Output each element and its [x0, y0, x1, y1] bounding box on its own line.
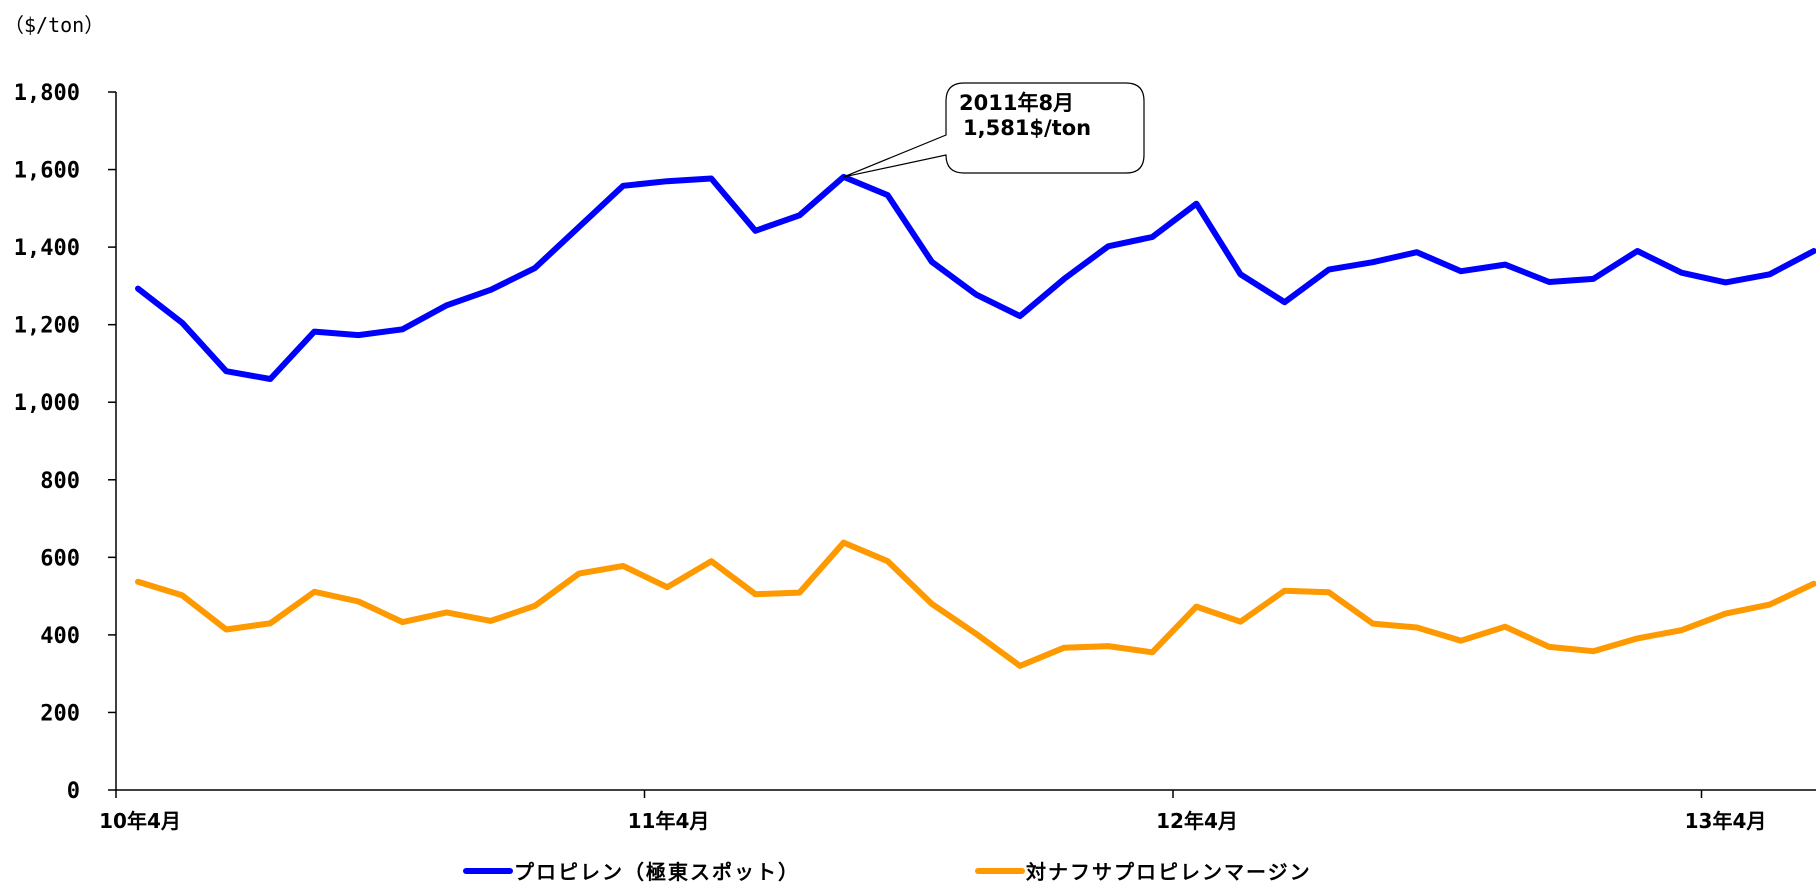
annotation-callout: 2011年8月 1,581$/ton — [843, 82, 1145, 178]
callout-balloon — [843, 82, 1145, 178]
y-tick-label: 1,800 — [14, 81, 80, 106]
y-tick-label: 200 — [40, 701, 80, 726]
callout-line-1: 2011年8月 — [959, 91, 1074, 115]
y-tick-label: 1,400 — [14, 236, 80, 261]
y-tick-label: 0 — [67, 779, 80, 804]
y-tick-label: 1,000 — [14, 391, 80, 416]
y-axis-ticks: 0 200 400 600 800 1,000 1,200 1,400 1,600 1,800 — [14, 81, 116, 804]
x-tick-label: 12年4月 — [1156, 809, 1238, 833]
y-tick-label: 1,200 — [14, 314, 80, 339]
y-tick-label: 1,600 — [14, 159, 80, 184]
legend-label-propylene: プロピレン（極東スポット） — [514, 860, 800, 884]
y-tick-label: 600 — [40, 546, 80, 571]
x-tick-label: 10年4月 — [99, 809, 181, 833]
legend-label-margin: 対ナフサプロピレンマージン — [1025, 860, 1312, 884]
y-axis-unit-label: （$/ton） — [4, 13, 104, 37]
series-line-propylene — [135, 173, 1816, 382]
y-tick-label: 400 — [40, 624, 80, 649]
x-tick-label: 13年4月 — [1685, 809, 1767, 833]
x-tick-label: 11年4月 — [628, 809, 710, 833]
series-line-margin — [135, 539, 1816, 669]
callout-line-2: 1,581$/ton — [963, 116, 1091, 140]
y-tick-label: 800 — [40, 469, 80, 494]
legend: プロピレン（極東スポット） 対ナフサプロピレンマージン — [463, 860, 1312, 884]
series-layer — [135, 173, 1816, 669]
x-axis-ticks: 10年4月 11年4月 12年4月 13年4月 — [99, 790, 1766, 833]
